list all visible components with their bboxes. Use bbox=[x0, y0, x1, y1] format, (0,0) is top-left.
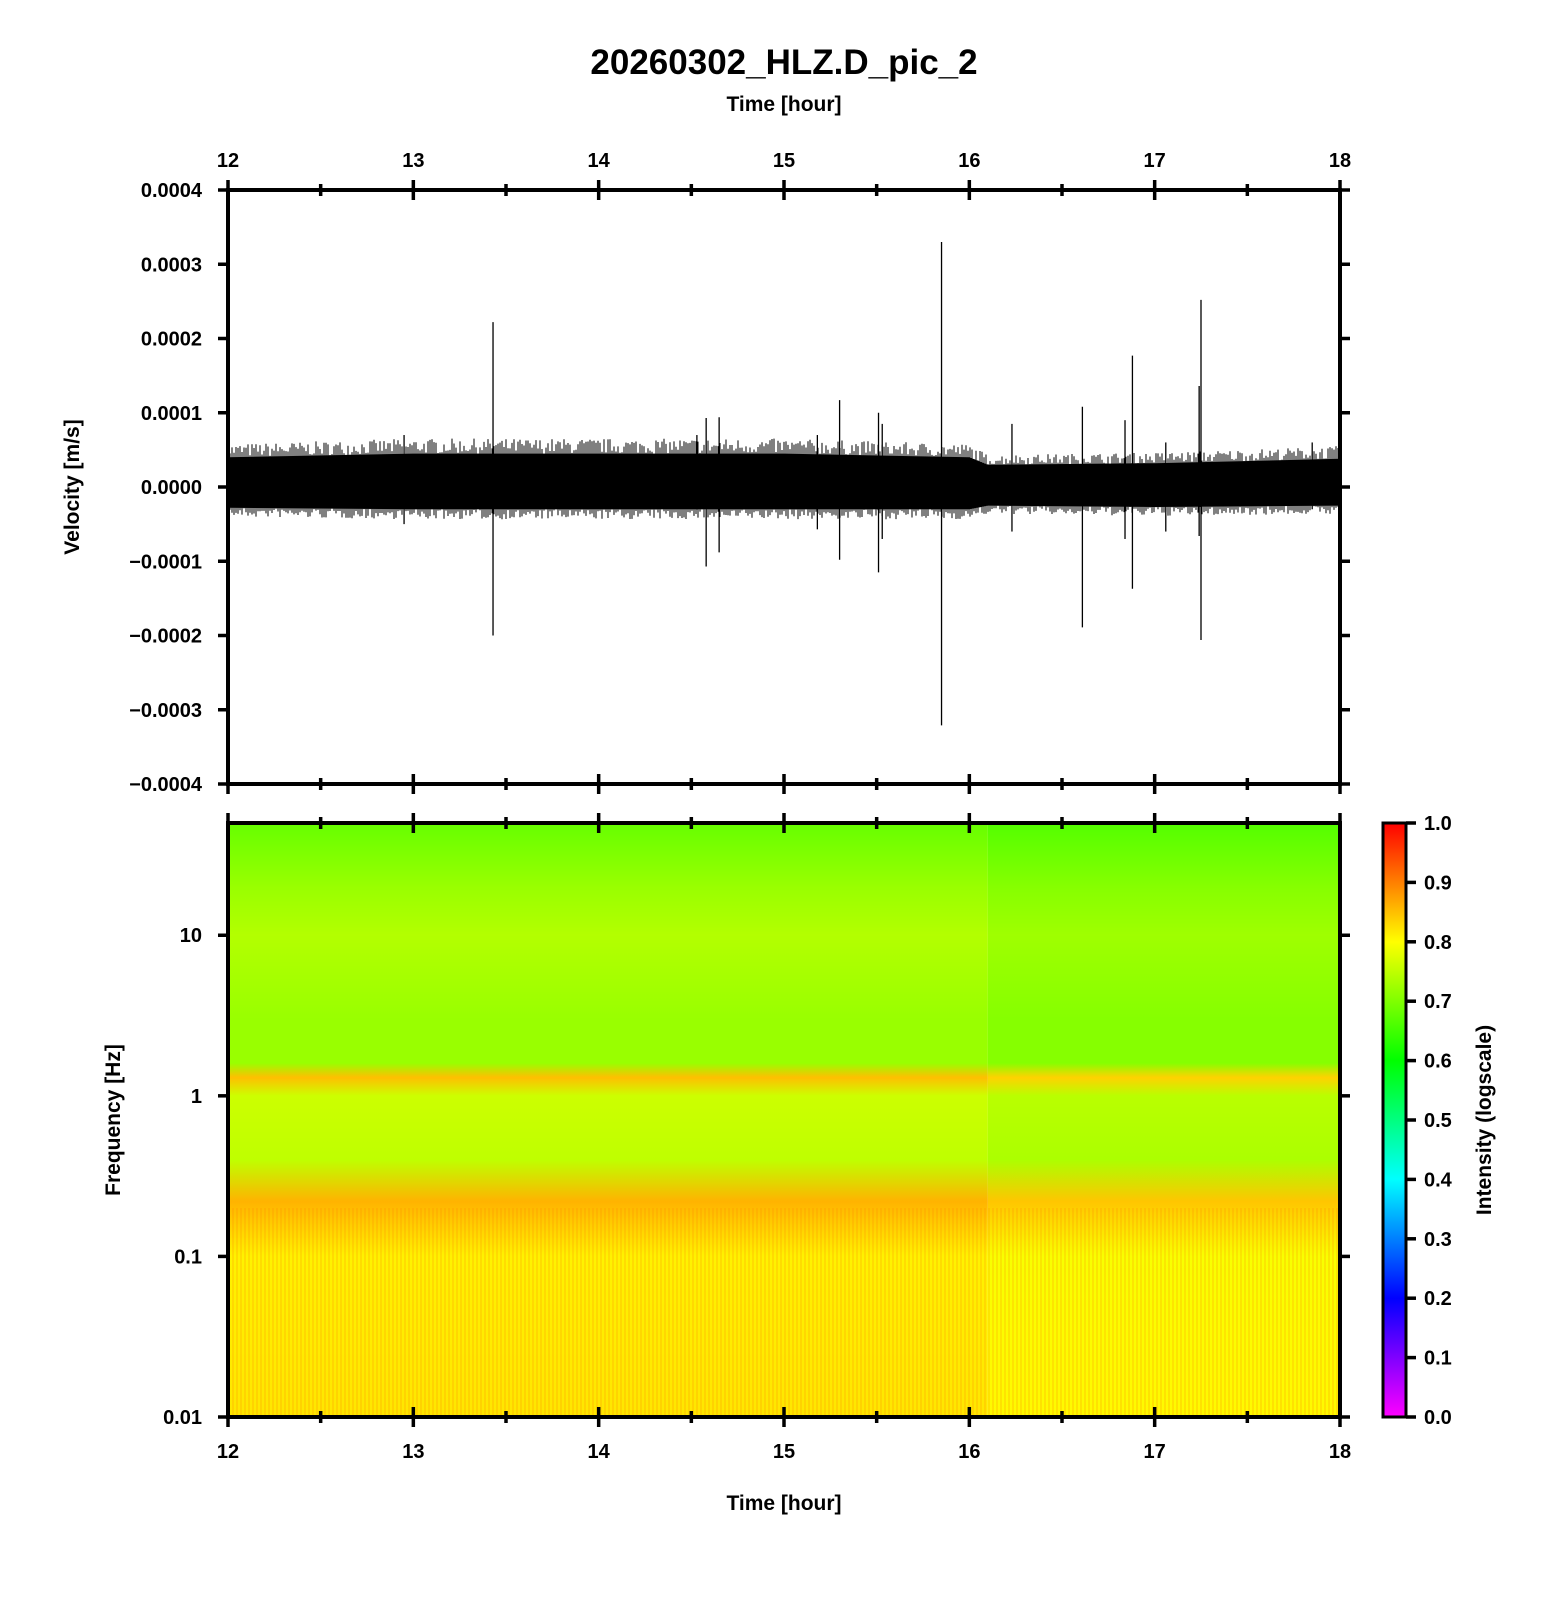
spectrogram-x-tick-label: 18 bbox=[1329, 1441, 1351, 1463]
spectrogram-x-tick-label: 15 bbox=[773, 1441, 795, 1463]
waveform-y-axis-label: Velocity [m/s] bbox=[61, 419, 84, 554]
waveform-y-tick-label: 0.0002 bbox=[141, 329, 202, 351]
colorbar-tick-label: 1.0 bbox=[1424, 813, 1452, 835]
waveform-noise-texture bbox=[228, 438, 1340, 520]
colorbar-tick-label: 0.4 bbox=[1424, 1169, 1453, 1191]
spectrogram-y-tick-label: 10 bbox=[180, 925, 202, 947]
waveform-y-tick-label: −0.0002 bbox=[129, 626, 202, 648]
spectrogram-x-tick-label: 12 bbox=[217, 1441, 239, 1463]
spectrogram-y-tick-label: 0.01 bbox=[163, 1407, 202, 1429]
spectrogram-heatmap bbox=[228, 823, 1340, 1417]
waveform-x-tick-label: 12 bbox=[217, 150, 239, 172]
colorbar-tick-label: 0.3 bbox=[1424, 1229, 1452, 1251]
colorbar-label: Intensity (logscale) bbox=[1473, 1025, 1496, 1215]
spectrogram-x-axis-label: Time [hour] bbox=[726, 1492, 841, 1515]
colorbar-tick-label: 0.9 bbox=[1424, 872, 1452, 894]
waveform-ticks bbox=[218, 180, 1350, 794]
waveform-y-tick-label: −0.0004 bbox=[129, 774, 203, 796]
waveform-y-tick-label: −0.0003 bbox=[129, 700, 202, 722]
waveform-y-tick-labels: 0.0004 0.0003 0.0002 0.0001 0.0000 −0.0001 −0.… bbox=[129, 180, 203, 796]
spectrogram-y-tick-label: 1 bbox=[191, 1086, 202, 1108]
spectrogram-x-tick-label: 16 bbox=[958, 1441, 980, 1463]
spectrogram-x-tick-labels: 12 13 14 15 16 17 18 bbox=[217, 1441, 1351, 1463]
waveform-top-x-tick-labels: 12 13 14 15 16 17 18 bbox=[217, 150, 1351, 172]
spectrogram-y-tick-labels: 10 1 0.1 0.01 bbox=[163, 925, 202, 1429]
chart-title: 20260302_HLZ.D_pic_2 bbox=[590, 43, 977, 82]
waveform-x-tick-label: 13 bbox=[402, 150, 424, 172]
colorbar: 1.0 0.9 0.8 0.7 0.6 0.5 0.4 0.3 0.2 0.1 0.0 Intens… bbox=[1381, 813, 1496, 1429]
top-x-axis-label: Time [hour] bbox=[726, 93, 841, 116]
colorbar-tick-label: 0.6 bbox=[1424, 1051, 1452, 1073]
colorbar-tick-label: 0.8 bbox=[1424, 932, 1452, 954]
waveform-y-tick-label: 0.0001 bbox=[141, 403, 202, 425]
waveform-y-tick-label: 0.0003 bbox=[141, 254, 202, 276]
waveform-x-tick-label: 18 bbox=[1329, 150, 1351, 172]
spectrogram-texture bbox=[228, 1208, 1340, 1417]
waveform-panel: 12 13 14 15 16 17 18 0.00040.00030.00020.00010… bbox=[61, 150, 1351, 796]
colorbar-tick-label: 0.5 bbox=[1424, 1110, 1452, 1132]
spectrogram-ticks bbox=[218, 813, 1350, 1427]
colorbar-tick-label: 0.2 bbox=[1424, 1288, 1452, 1310]
colorbar-tick-label: 0.7 bbox=[1424, 991, 1452, 1013]
waveform-x-tick-label: 16 bbox=[958, 150, 980, 172]
waveform-y-tick-label: 0.0004 bbox=[141, 180, 203, 202]
colorbar-scale bbox=[1381, 821, 1408, 1419]
waveform-y-tick-label: 0.0000 bbox=[141, 477, 202, 499]
waveform-x-tick-label: 15 bbox=[773, 150, 795, 172]
spectrogram-y-tick-label: 0.1 bbox=[174, 1246, 202, 1268]
spectrogram-y-axis-label: Frequency [Hz] bbox=[102, 1044, 125, 1196]
waveform-y-tick-label: −0.0001 bbox=[129, 551, 202, 573]
colorbar-ticks: 1.0 0.9 0.8 0.7 0.6 0.5 0.4 0.3 0.2 0.1 0.0 bbox=[1406, 813, 1453, 1429]
colorbar-tick-label: 0.0 bbox=[1424, 1407, 1452, 1429]
waveform-x-tick-label: 14 bbox=[588, 150, 611, 172]
waveform-trace bbox=[228, 241, 1340, 726]
spectrogram-x-tick-label: 17 bbox=[1144, 1441, 1166, 1463]
spectrogram-x-tick-label: 14 bbox=[588, 1441, 611, 1463]
spectrogram-x-tick-label: 13 bbox=[402, 1441, 424, 1463]
colorbar-tick-label: 0.1 bbox=[1424, 1348, 1452, 1370]
spectrogram-panel: 12 13 14 15 16 17 18 10 1 0.1 0.01 Time [hour] Fr… bbox=[102, 813, 1351, 1515]
waveform-x-tick-label: 17 bbox=[1144, 150, 1166, 172]
